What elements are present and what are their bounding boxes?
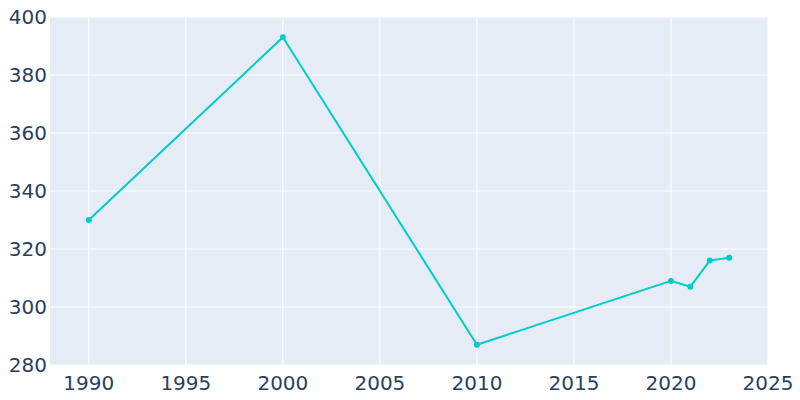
marker <box>86 217 92 223</box>
y-tick-label: 360 <box>9 121 47 145</box>
series-group <box>86 34 732 347</box>
x-tick-label: 2005 <box>354 371 405 395</box>
x-tick-label: 2000 <box>257 371 308 395</box>
y-tick-label: 320 <box>9 237 47 261</box>
marker <box>668 278 674 284</box>
plot-background <box>50 17 768 365</box>
y-tick-label: 380 <box>9 63 47 87</box>
x-tick-label: 1995 <box>160 371 211 395</box>
x-tick-label: 2025 <box>743 371 794 395</box>
marker <box>474 342 480 348</box>
y-tick-label: 300 <box>9 295 47 319</box>
x-tick-label: 2010 <box>451 371 502 395</box>
y-grid-line <box>50 307 768 308</box>
marker <box>687 284 693 290</box>
x-tick-label: 2015 <box>548 371 599 395</box>
y-tick-label: 340 <box>9 179 47 203</box>
y-grid-line <box>50 75 768 76</box>
y-grid-line <box>50 133 768 134</box>
x-tick-label: 2020 <box>646 371 697 395</box>
y-grid-line <box>50 17 768 18</box>
y-grid-line <box>50 365 768 366</box>
y-tick-label: 280 <box>9 353 47 377</box>
chart: 1990 1995 2000 2005 2010 2015 2020 2025 280 300 32… <box>0 0 800 400</box>
marker <box>726 255 732 261</box>
y-grid-line <box>50 191 768 192</box>
y-grid-line <box>50 249 768 250</box>
line <box>89 37 729 344</box>
marker <box>707 258 713 264</box>
x-tick-label: 1990 <box>63 371 114 395</box>
y-tick-label: 400 <box>9 5 47 29</box>
marker <box>280 34 286 40</box>
